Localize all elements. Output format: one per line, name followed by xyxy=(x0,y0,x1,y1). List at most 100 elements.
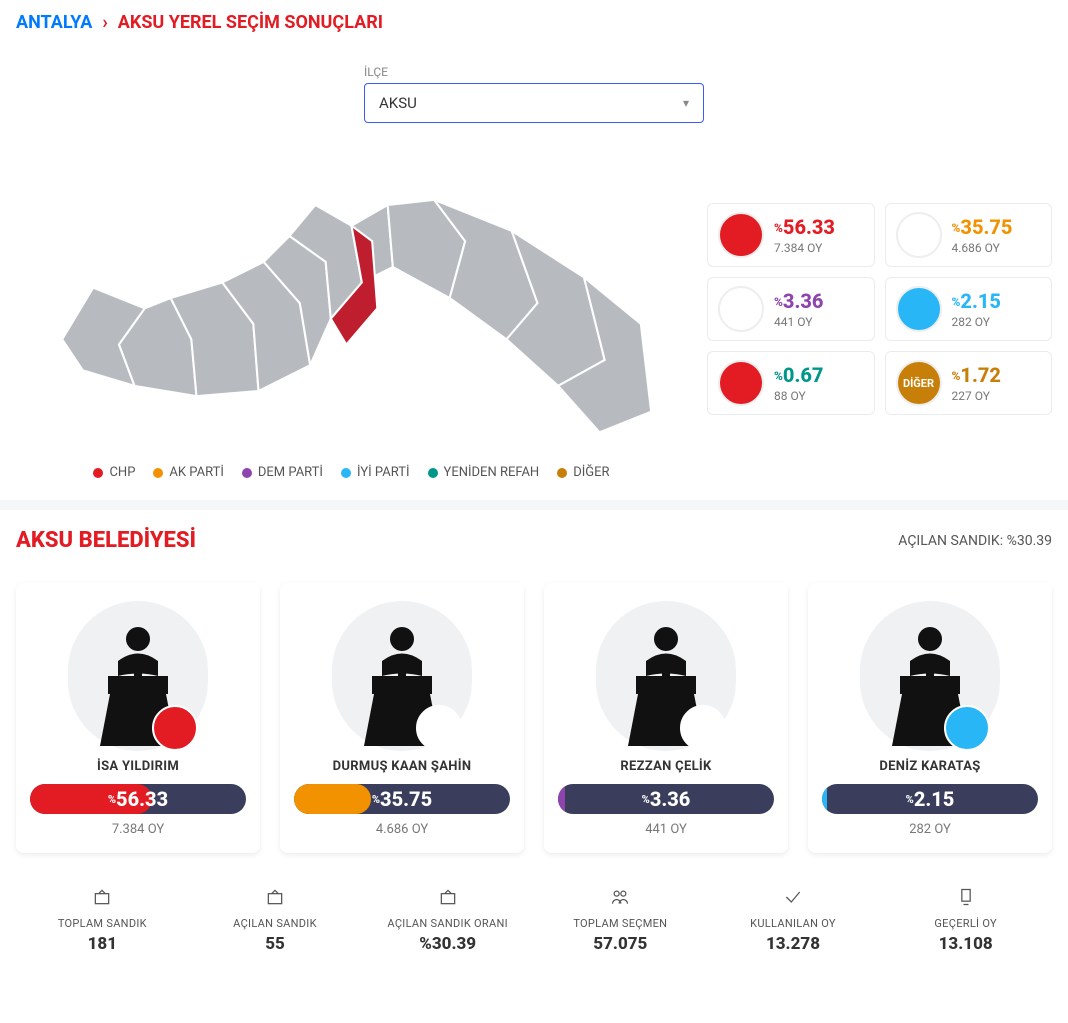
district-selector-label: İLÇE xyxy=(364,65,704,79)
candidate-cards: İSA YILDIRIM %56.33 7.384 OY DURMUŞ KAAN… xyxy=(0,553,1068,869)
stat-icon xyxy=(189,887,362,911)
stat-value: 13.278 xyxy=(707,934,880,954)
legend-label: İYİ PARTİ xyxy=(357,465,410,480)
candidate-party-badge xyxy=(680,705,726,751)
party-votes: 441 OY xyxy=(774,315,823,329)
candidate-avatar xyxy=(860,601,1000,751)
stat-icon xyxy=(707,887,880,911)
stat-value: 55 xyxy=(189,934,362,954)
party-percentage: %1.72 xyxy=(952,363,1001,387)
party-votes: 282 OY xyxy=(952,315,1001,329)
stat-item: AÇILAN SANDIK 55 xyxy=(189,887,362,954)
candidate-percentage: %35.75 xyxy=(372,787,432,811)
candidate-votes: 441 OY xyxy=(558,822,774,837)
candidate-card: İSA YILDIRIM %56.33 7.384 OY xyxy=(16,583,260,853)
stat-label: AÇILAN SANDIK ORANI xyxy=(361,917,534,930)
municipality-title: AKSU BELEDİYESİ xyxy=(16,528,196,553)
party-card[interactable]: %0.67 88 OY xyxy=(707,351,875,415)
candidate-avatar xyxy=(68,601,208,751)
candidate-percentage-bar: %2.15 xyxy=(822,784,1038,814)
legend-item: DEM PARTİ xyxy=(242,465,323,480)
stat-value: 57.075 xyxy=(534,934,707,954)
legend-item: YENİDEN REFAH xyxy=(428,465,540,480)
ballot-box-progress: AÇILAN SANDIK: %30.39 xyxy=(898,533,1052,549)
stat-icon xyxy=(361,887,534,911)
party-votes: 4.686 OY xyxy=(952,241,1013,255)
party-votes: 88 OY xyxy=(774,389,823,403)
candidate-percentage: %3.36 xyxy=(642,787,691,811)
party-percentage: %35.75 xyxy=(952,215,1013,239)
party-logo xyxy=(718,212,764,258)
party-logo: DİĞER xyxy=(896,360,942,406)
stat-icon xyxy=(534,887,707,911)
stat-value: %30.39 xyxy=(361,934,534,954)
candidate-name: DURMUŞ KAAN ŞAHİN xyxy=(294,759,510,774)
legend-dot xyxy=(557,468,567,478)
legend-item: AK PARTİ xyxy=(153,465,223,480)
party-percentage: %3.36 xyxy=(774,289,823,313)
party-card[interactable]: %2.15 282 OY xyxy=(885,277,1053,341)
legend-label: YENİDEN REFAH xyxy=(444,465,540,480)
party-logo xyxy=(896,286,942,332)
party-card[interactable]: %3.36 441 OY xyxy=(707,277,875,341)
stat-item: AÇILAN SANDIK ORANI %30.39 xyxy=(361,887,534,954)
legend-label: AK PARTİ xyxy=(169,465,223,480)
party-percentage: %2.15 xyxy=(952,289,1001,313)
stat-label: GEÇERLİ OY xyxy=(879,917,1052,930)
candidate-percentage-bar: %35.75 xyxy=(294,784,510,814)
party-results-grid: %56.33 7.384 OY %35.75 4.686 OY %3.36 44… xyxy=(707,203,1052,480)
legend-dot xyxy=(93,468,103,478)
candidate-votes: 4.686 OY xyxy=(294,822,510,837)
candidate-card: DENİZ KARATAŞ %2.15 282 OY xyxy=(808,583,1052,853)
legend-item: İYİ PARTİ xyxy=(341,465,410,480)
party-card[interactable]: %35.75 4.686 OY xyxy=(885,203,1053,267)
map-legend: CHP AK PARTİ DEM PARTİ İYİ PARTİ YENİDEN REF… xyxy=(16,465,687,480)
chevron-down-icon: ▾ xyxy=(683,96,689,110)
stat-label: KULLANILAN OY xyxy=(707,917,880,930)
district-selector[interactable]: AKSU ▾ xyxy=(364,83,704,123)
candidate-percentage: %56.33 xyxy=(108,787,168,811)
province-map[interactable] xyxy=(16,143,687,453)
candidate-card: REZZAN ÇELİK %3.36 441 OY xyxy=(544,583,788,853)
stat-icon xyxy=(879,887,1052,911)
legend-item: DİĞER xyxy=(557,465,609,480)
stat-label: TOPLAM SEÇMEN xyxy=(534,917,707,930)
party-votes: 227 OY xyxy=(952,389,1001,403)
candidate-party-badge xyxy=(152,705,198,751)
legend-label: CHP xyxy=(109,465,135,480)
candidate-name: REZZAN ÇELİK xyxy=(558,759,774,774)
stat-label: TOPLAM SANDIK xyxy=(16,917,189,930)
stat-item: TOPLAM SEÇMEN 57.075 xyxy=(534,887,707,954)
party-card[interactable]: DİĞER %1.72 227 OY xyxy=(885,351,1053,415)
candidate-party-badge xyxy=(944,705,990,751)
legend-dot xyxy=(242,468,252,478)
legend-dot xyxy=(341,468,351,478)
legend-item: CHP xyxy=(93,465,135,480)
party-logo xyxy=(896,212,942,258)
stat-item: TOPLAM SANDIK 181 xyxy=(16,887,189,954)
page-title: AKSU YEREL SEÇİM SONUÇLARI xyxy=(118,12,383,33)
party-logo xyxy=(718,360,764,406)
chevron-right-icon: › xyxy=(102,12,107,33)
legend-dot xyxy=(428,468,438,478)
candidate-card: DURMUŞ KAAN ŞAHİN %35.75 4.686 OY xyxy=(280,583,524,853)
stat-label: AÇILAN SANDIK xyxy=(189,917,362,930)
stat-item: GEÇERLİ OY 13.108 xyxy=(879,887,1052,954)
legend-dot xyxy=(153,468,163,478)
candidate-avatar xyxy=(332,601,472,751)
candidate-votes: 7.384 OY xyxy=(30,822,246,837)
legend-label: DİĞER xyxy=(573,465,609,480)
summary-stats: TOPLAM SANDIK 181 AÇILAN SANDIK 55 AÇILA… xyxy=(0,869,1068,974)
stat-value: 13.108 xyxy=(879,934,1052,954)
party-votes: 7.384 OY xyxy=(774,241,835,255)
stat-icon xyxy=(16,887,189,911)
candidate-name: İSA YILDIRIM xyxy=(30,759,246,774)
candidate-percentage-bar: %56.33 xyxy=(30,784,246,814)
party-card[interactable]: %56.33 7.384 OY xyxy=(707,203,875,267)
stat-item: KULLANILAN OY 13.278 xyxy=(707,887,880,954)
candidate-name: DENİZ KARATAŞ xyxy=(822,759,1038,774)
candidate-percentage: %2.15 xyxy=(906,787,955,811)
party-percentage: %0.67 xyxy=(774,363,823,387)
breadcrumb-province[interactable]: ANTALYA xyxy=(16,12,92,33)
legend-label: DEM PARTİ xyxy=(258,465,323,480)
